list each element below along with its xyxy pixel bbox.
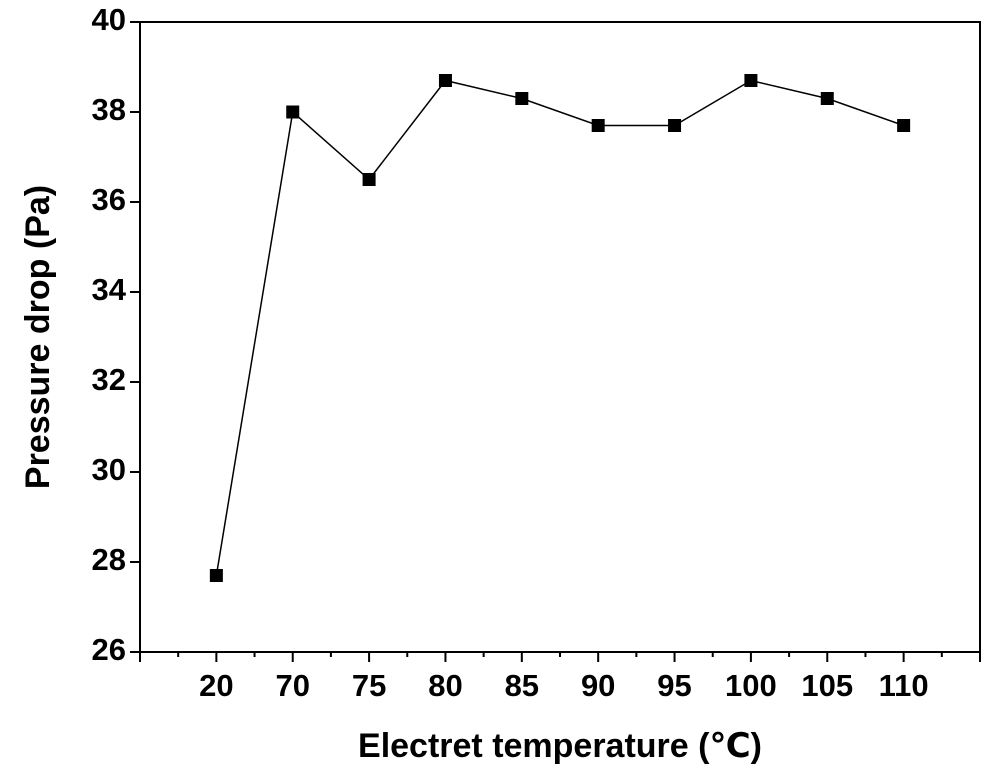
- x-tick-label: 100: [725, 668, 777, 703]
- y-tick-label: 40: [92, 2, 126, 37]
- x-tick-label: 105: [801, 668, 853, 703]
- y-axis-title: Pressure drop (Pa): [19, 185, 57, 489]
- x-tick-label: 80: [428, 668, 462, 703]
- x-tick-label: 70: [275, 668, 309, 703]
- data-point: [438, 74, 452, 87]
- y-tick-label: 38: [92, 92, 126, 127]
- y-tick-label: 34: [92, 272, 127, 307]
- y-tick-label: 36: [92, 182, 126, 217]
- x-tick-label: 20: [199, 668, 233, 703]
- series-line: [215, 79, 904, 576]
- data-point: [286, 105, 300, 119]
- x-axis-title: Electret temperature (℃): [358, 727, 762, 765]
- data-point: [362, 173, 376, 186]
- x-tick-label: 85: [505, 668, 539, 703]
- x-tick-label: 110: [879, 668, 929, 703]
- plot-frame: [139, 21, 981, 653]
- x-tick-label: 75: [352, 668, 386, 703]
- y-tick-label: 26: [92, 632, 126, 667]
- x-tick-label: 90: [581, 668, 615, 703]
- data-point: [820, 92, 834, 105]
- data-point: [515, 92, 529, 105]
- data-point: [209, 569, 223, 582]
- data-point: [591, 119, 605, 132]
- y-tick-label: 30: [92, 452, 126, 487]
- data-point: [744, 74, 758, 87]
- x-tick-label: 95: [657, 668, 691, 703]
- y-tick-label: 32: [92, 362, 126, 397]
- data-point: [897, 119, 911, 132]
- data-point: [668, 119, 682, 132]
- y-tick-label: 28: [92, 542, 126, 577]
